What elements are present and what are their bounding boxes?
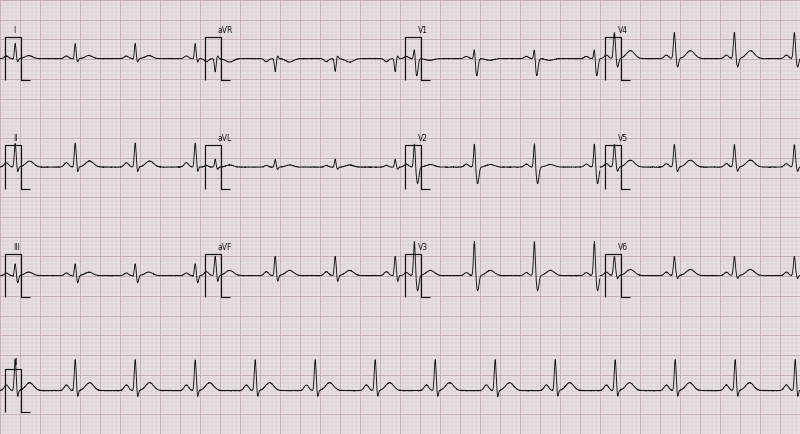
Text: I: I bbox=[14, 26, 16, 35]
Text: V2: V2 bbox=[418, 134, 428, 143]
Text: V6: V6 bbox=[618, 243, 628, 252]
Text: aVR: aVR bbox=[218, 26, 233, 35]
Text: III: III bbox=[14, 243, 20, 252]
Text: V5: V5 bbox=[618, 134, 628, 143]
Text: aVF: aVF bbox=[218, 243, 232, 252]
Text: V4: V4 bbox=[618, 26, 628, 35]
Text: aVL: aVL bbox=[218, 134, 232, 143]
Text: V1: V1 bbox=[418, 26, 428, 35]
Text: II: II bbox=[14, 358, 18, 367]
Text: II: II bbox=[14, 134, 18, 143]
Text: V3: V3 bbox=[418, 243, 428, 252]
